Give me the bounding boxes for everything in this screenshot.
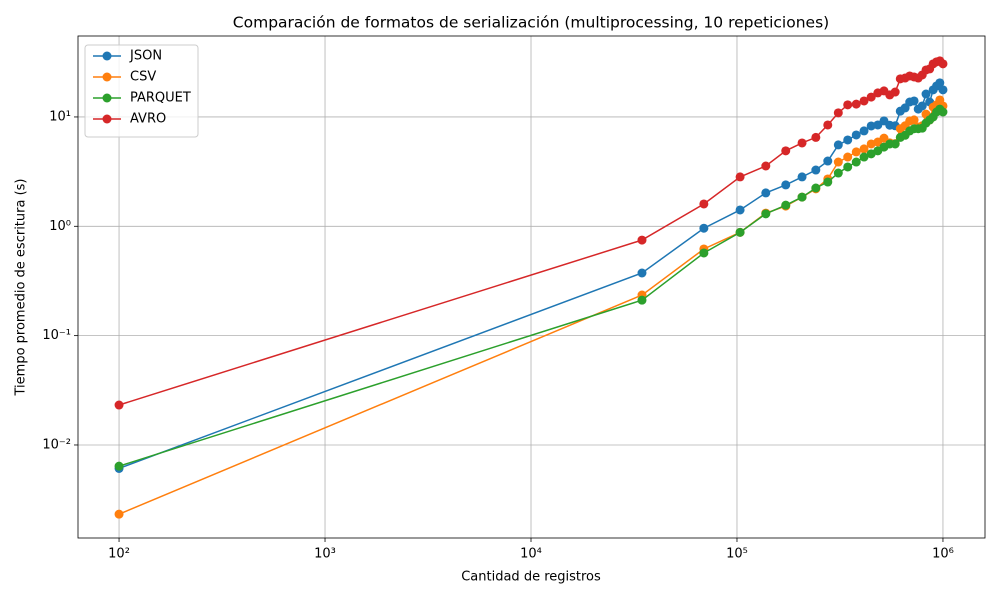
data-point bbox=[859, 126, 869, 136]
data-point bbox=[935, 78, 945, 88]
data-point bbox=[833, 108, 843, 118]
data-point bbox=[823, 120, 833, 130]
x-tick-label: 10² bbox=[108, 547, 130, 562]
data-point bbox=[781, 180, 791, 190]
data-point bbox=[114, 509, 124, 519]
y-tick-label: 10¹ bbox=[49, 109, 71, 124]
data-point bbox=[917, 101, 927, 111]
data-point bbox=[843, 135, 853, 145]
data-point bbox=[811, 132, 821, 142]
data-point bbox=[735, 172, 745, 182]
y-tick-label: 10⁻² bbox=[42, 437, 71, 452]
data-point bbox=[909, 96, 919, 106]
data-point bbox=[797, 192, 807, 202]
x-tick-label: 10³ bbox=[314, 547, 336, 562]
data-point bbox=[114, 461, 124, 471]
axes-frame bbox=[77, 35, 986, 539]
data-point bbox=[761, 161, 771, 171]
grid bbox=[78, 36, 985, 538]
data-point bbox=[699, 199, 709, 209]
legend-box bbox=[84, 44, 199, 138]
legend-marker bbox=[102, 93, 112, 103]
legend-label: PARQUET bbox=[130, 91, 191, 106]
data-point bbox=[851, 130, 861, 140]
data-point bbox=[938, 59, 948, 69]
y-tick-label: 10⁻¹ bbox=[42, 328, 71, 343]
data-point bbox=[823, 177, 833, 187]
legend-label: CSV bbox=[130, 70, 156, 85]
data-point bbox=[938, 85, 948, 95]
x-tick-label: 10⁴ bbox=[520, 547, 542, 562]
data-point bbox=[637, 268, 647, 278]
data-point bbox=[781, 200, 791, 210]
data-point bbox=[781, 146, 791, 156]
data-point bbox=[890, 87, 900, 97]
data-point bbox=[761, 209, 771, 219]
data-point bbox=[699, 248, 709, 258]
data-point bbox=[866, 92, 876, 102]
plot-area bbox=[114, 56, 948, 519]
data-point bbox=[735, 205, 745, 215]
data-point bbox=[859, 96, 869, 106]
y-tick-label: 10⁰ bbox=[49, 219, 71, 234]
data-point bbox=[761, 188, 771, 198]
data-point bbox=[823, 156, 833, 166]
data-point bbox=[843, 100, 853, 110]
data-point bbox=[811, 165, 821, 175]
data-point bbox=[866, 121, 876, 131]
data-point bbox=[637, 295, 647, 305]
data-point bbox=[114, 400, 124, 410]
data-point bbox=[797, 172, 807, 182]
data-point bbox=[859, 152, 869, 162]
data-point bbox=[851, 157, 861, 167]
data-point bbox=[909, 115, 919, 125]
data-point bbox=[843, 162, 853, 172]
data-point bbox=[735, 227, 745, 237]
x-axis-label: Cantidad de registros bbox=[461, 570, 601, 585]
data-point bbox=[859, 144, 869, 154]
data-point bbox=[699, 223, 709, 233]
data-point bbox=[921, 89, 931, 99]
data-point bbox=[833, 140, 843, 150]
x-tick-label: 10⁶ bbox=[932, 547, 954, 562]
data-point bbox=[797, 138, 807, 148]
data-point bbox=[637, 235, 647, 245]
data-point bbox=[833, 168, 843, 178]
legend-marker bbox=[102, 72, 112, 82]
legend-marker bbox=[102, 51, 112, 61]
legend-marker bbox=[102, 114, 112, 124]
legend-label: JSON bbox=[129, 49, 162, 64]
data-point bbox=[851, 147, 861, 157]
legend: JSON CSV PARQUET AVRO bbox=[84, 44, 199, 138]
data-point bbox=[833, 157, 843, 167]
y-axis-label: Tiempo promedio de escritura (s) bbox=[14, 179, 29, 397]
data-point bbox=[843, 152, 853, 162]
chart-title: Comparación de formatos de serialización… bbox=[233, 14, 829, 32]
data-point bbox=[811, 183, 821, 193]
data-point bbox=[890, 139, 900, 149]
data-point bbox=[938, 107, 948, 117]
data-point bbox=[851, 99, 861, 109]
legend-label: AVRO bbox=[130, 112, 166, 127]
x-tick-label: 10⁵ bbox=[726, 547, 748, 562]
